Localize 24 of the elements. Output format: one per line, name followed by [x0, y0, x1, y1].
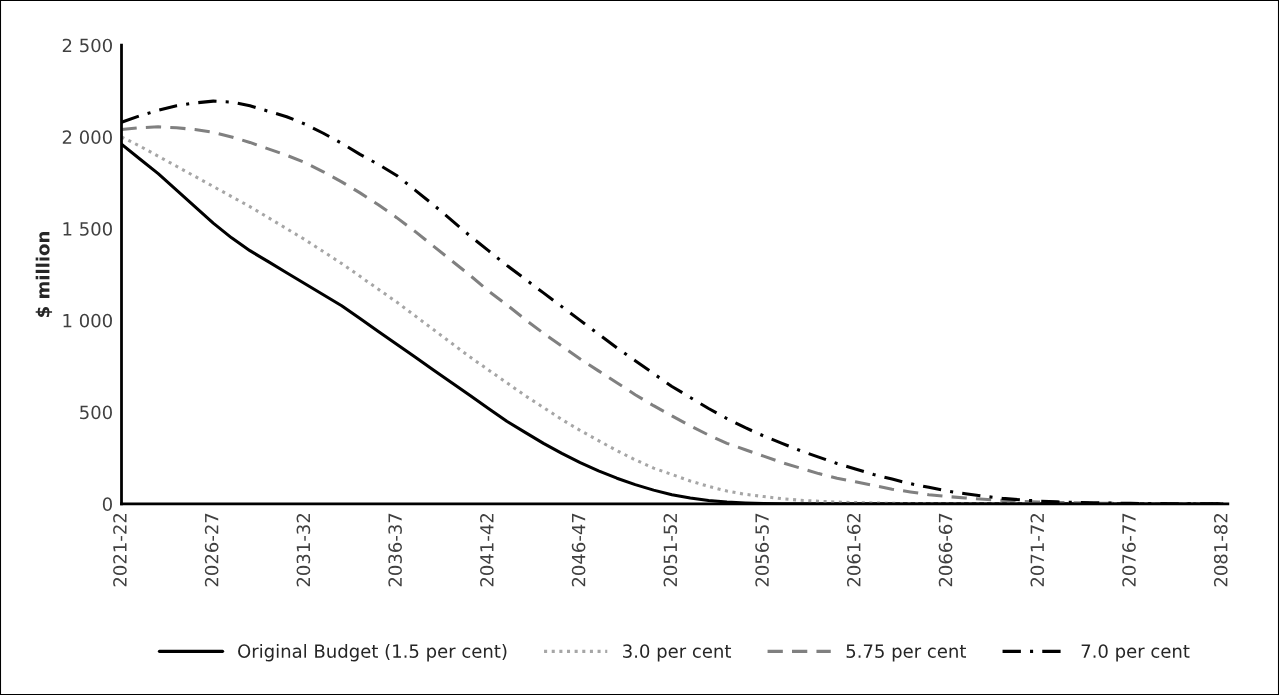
- x-tick-label: 2036-37: [388, 513, 402, 587]
- y-tick-label: 2 000: [62, 130, 112, 145]
- x-tick-label: 2041-42: [480, 514, 494, 587]
- x-tick-label: 2056-57: [755, 513, 769, 587]
- legend-label: 3.0 per cent: [623, 644, 732, 662]
- x-tick-label: 2051-52: [663, 514, 678, 587]
- x-tick-label: 2046-47: [571, 513, 586, 587]
- legend-label: 5.75 per cent: [846, 644, 966, 662]
- y-axis-title: $ million: [35, 232, 53, 317]
- legend-label: Original Budget (1.5 per cent): [238, 643, 507, 662]
- x-tick-label: 2021-22: [113, 514, 127, 587]
- x-tick-label: 2081-82: [1213, 514, 1228, 587]
- y-tick-label: 0: [102, 497, 112, 511]
- x-tick-label: 2076-77: [1122, 513, 1136, 587]
- legend-label: 7.0 per cent: [1081, 644, 1190, 662]
- y-tick-label: 500: [80, 405, 112, 420]
- x-tick-label: 2031-32: [296, 514, 311, 587]
- x-tick-label: 2026-27: [204, 513, 219, 587]
- x-tick-label: 2071-72: [1030, 514, 1045, 587]
- y-tick-label: 1 000: [63, 313, 112, 328]
- y-tick-label: 1 500: [63, 222, 112, 236]
- y-tick-label: 2 500: [62, 38, 112, 53]
- x-tick-label: 2061-62: [846, 514, 861, 587]
- x-tick-label: 2066-67: [938, 513, 953, 587]
